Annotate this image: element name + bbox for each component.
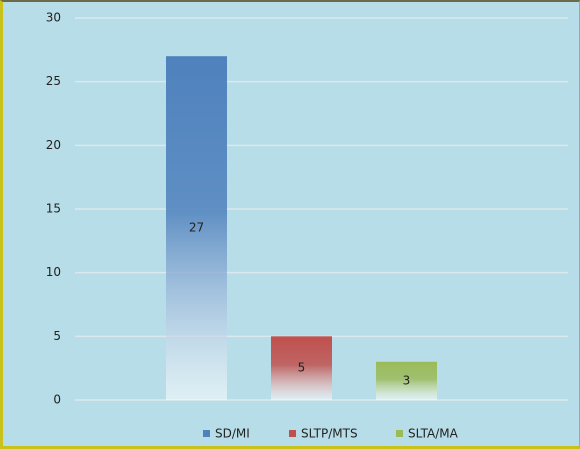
chart: 0 5 10 15 20 25 30 27 5 3 SD/MI SLTP/MTS SLTA/MA [46,11,568,441]
legend-swatch [289,430,296,437]
y-tick-label: 20 [46,138,61,152]
legend-swatch [203,430,210,437]
data-label: 27 [189,221,204,235]
bar [376,361,437,400]
y-tick-label: 0 [53,393,61,407]
legend-label: SLTP/MTS [301,427,358,441]
bar [166,56,227,400]
bar [271,336,332,400]
y-tick-label: 25 [46,74,61,88]
y-tick-label: 10 [46,265,61,279]
y-tick-label: 5 [53,329,61,343]
data-label: 3 [403,373,411,387]
legend-label: SLTA/MA [408,427,459,441]
legend-label: SD/MI [215,427,250,441]
y-tick-label: 30 [46,11,61,25]
y-tick-label: 15 [46,202,61,216]
legend-swatch [396,430,403,437]
data-label: 5 [298,361,306,375]
